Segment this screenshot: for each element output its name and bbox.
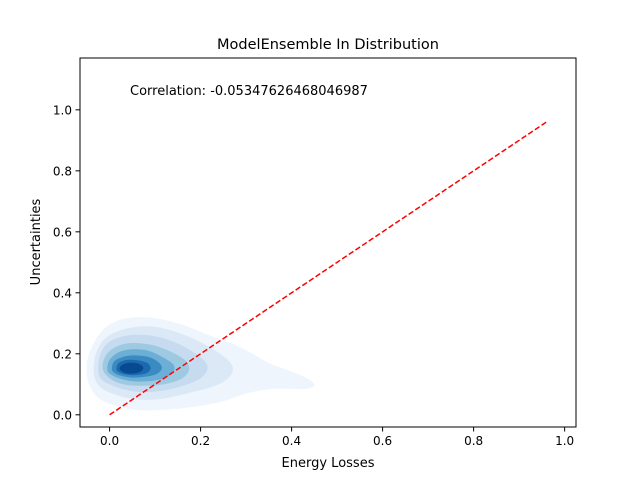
y-tick-label: 0.8 — [53, 164, 72, 178]
y-tick-label: 1.0 — [53, 103, 72, 117]
y-tick-label: 0.6 — [53, 225, 72, 239]
chart-title: ModelEnsemble In Distribution — [217, 37, 439, 53]
correlation-annotation: Correlation: -0.05347626468046987 — [130, 84, 368, 99]
x-tick-label: 0.2 — [191, 434, 210, 448]
reference-line-layer — [109, 121, 547, 416]
density-contours — [86, 317, 315, 411]
y-tick-label: 0.4 — [53, 286, 72, 300]
y-tick-label: 0.2 — [53, 347, 72, 361]
y-axis-label: Uncertainties — [29, 198, 44, 285]
x-axis-label: Energy Losses — [282, 456, 375, 471]
x-tick-label: 0.6 — [373, 434, 392, 448]
x-tick-label: 0.0 — [100, 434, 119, 448]
x-axis-ticks: 0.0 0.2 0.4 0.6 0.8 1.0 — [100, 427, 574, 448]
x-tick-label: 0.4 — [282, 434, 301, 448]
x-tick-label: 1.0 — [555, 434, 574, 448]
y-tick-label: 0.0 — [53, 408, 72, 422]
plot-area — [86, 121, 547, 416]
y-axis-ticks: 0.0 0.2 0.4 0.6 0.8 1.0 — [53, 103, 80, 422]
plot-frame — [79, 57, 577, 428]
x-tick-label: 0.8 — [464, 434, 483, 448]
density-contour-level-8 — [119, 362, 144, 374]
reference-line — [109, 121, 547, 416]
